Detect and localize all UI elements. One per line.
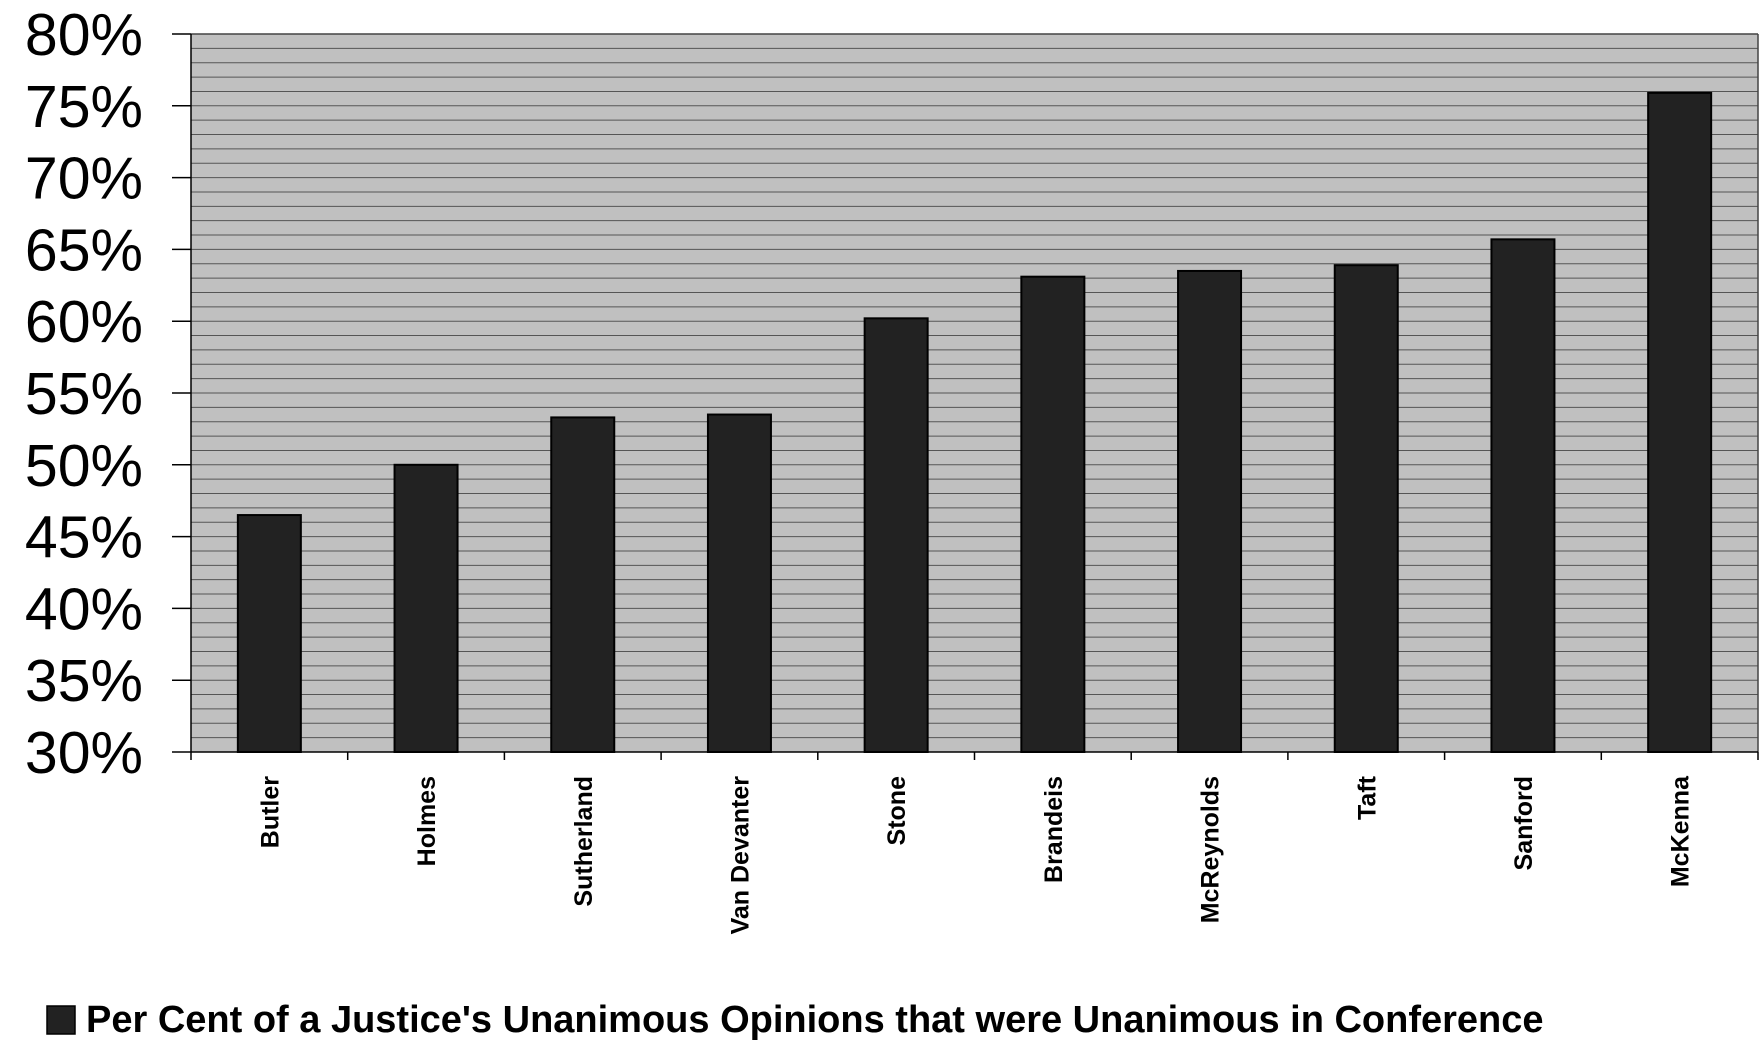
bar-van-devanter — [706, 413, 772, 753]
bar-mcreynolds — [1177, 269, 1243, 753]
y-tick-label: 60% — [25, 289, 143, 355]
x-tick-label: Butler — [256, 776, 284, 849]
bar-sanford — [1490, 238, 1556, 753]
bar-brandeis — [1020, 275, 1086, 753]
y-tick-label: 35% — [25, 648, 143, 714]
x-tick-label: Brandeis — [1040, 776, 1068, 883]
y-tick-label: 70% — [25, 146, 143, 212]
x-tick-label: McKenna — [1667, 775, 1695, 887]
x-tick-label: Taft — [1353, 775, 1381, 820]
x-tick-label: Sutherland — [570, 776, 598, 907]
y-tick-label: 80% — [25, 2, 143, 68]
y-tick-label: 30% — [25, 720, 143, 786]
bar-stone — [863, 317, 929, 753]
y-tick-label: 65% — [25, 217, 143, 283]
x-tick-label: Holmes — [413, 776, 441, 866]
bar-holmes — [393, 463, 459, 753]
bar-butler — [236, 514, 302, 753]
bar-sutherland — [550, 416, 616, 753]
x-tick-label: Stone — [883, 776, 911, 846]
bar-taft — [1333, 264, 1399, 753]
bar-mckenna — [1647, 91, 1713, 754]
y-tick-label: 45% — [25, 505, 143, 571]
legend-swatch — [46, 1005, 76, 1035]
x-tick-label: Sanford — [1510, 776, 1538, 870]
y-tick-label: 75% — [25, 74, 143, 140]
x-tick-label: McReynolds — [1197, 776, 1225, 923]
legend-label: Per Cent of a Justice's Unanimous Opinio… — [86, 999, 1544, 1041]
x-tick-label: Van Devanter — [726, 776, 754, 935]
y-tick-label: 50% — [25, 433, 143, 499]
y-tick-label: 40% — [25, 576, 143, 642]
y-tick-label: 55% — [25, 361, 143, 427]
